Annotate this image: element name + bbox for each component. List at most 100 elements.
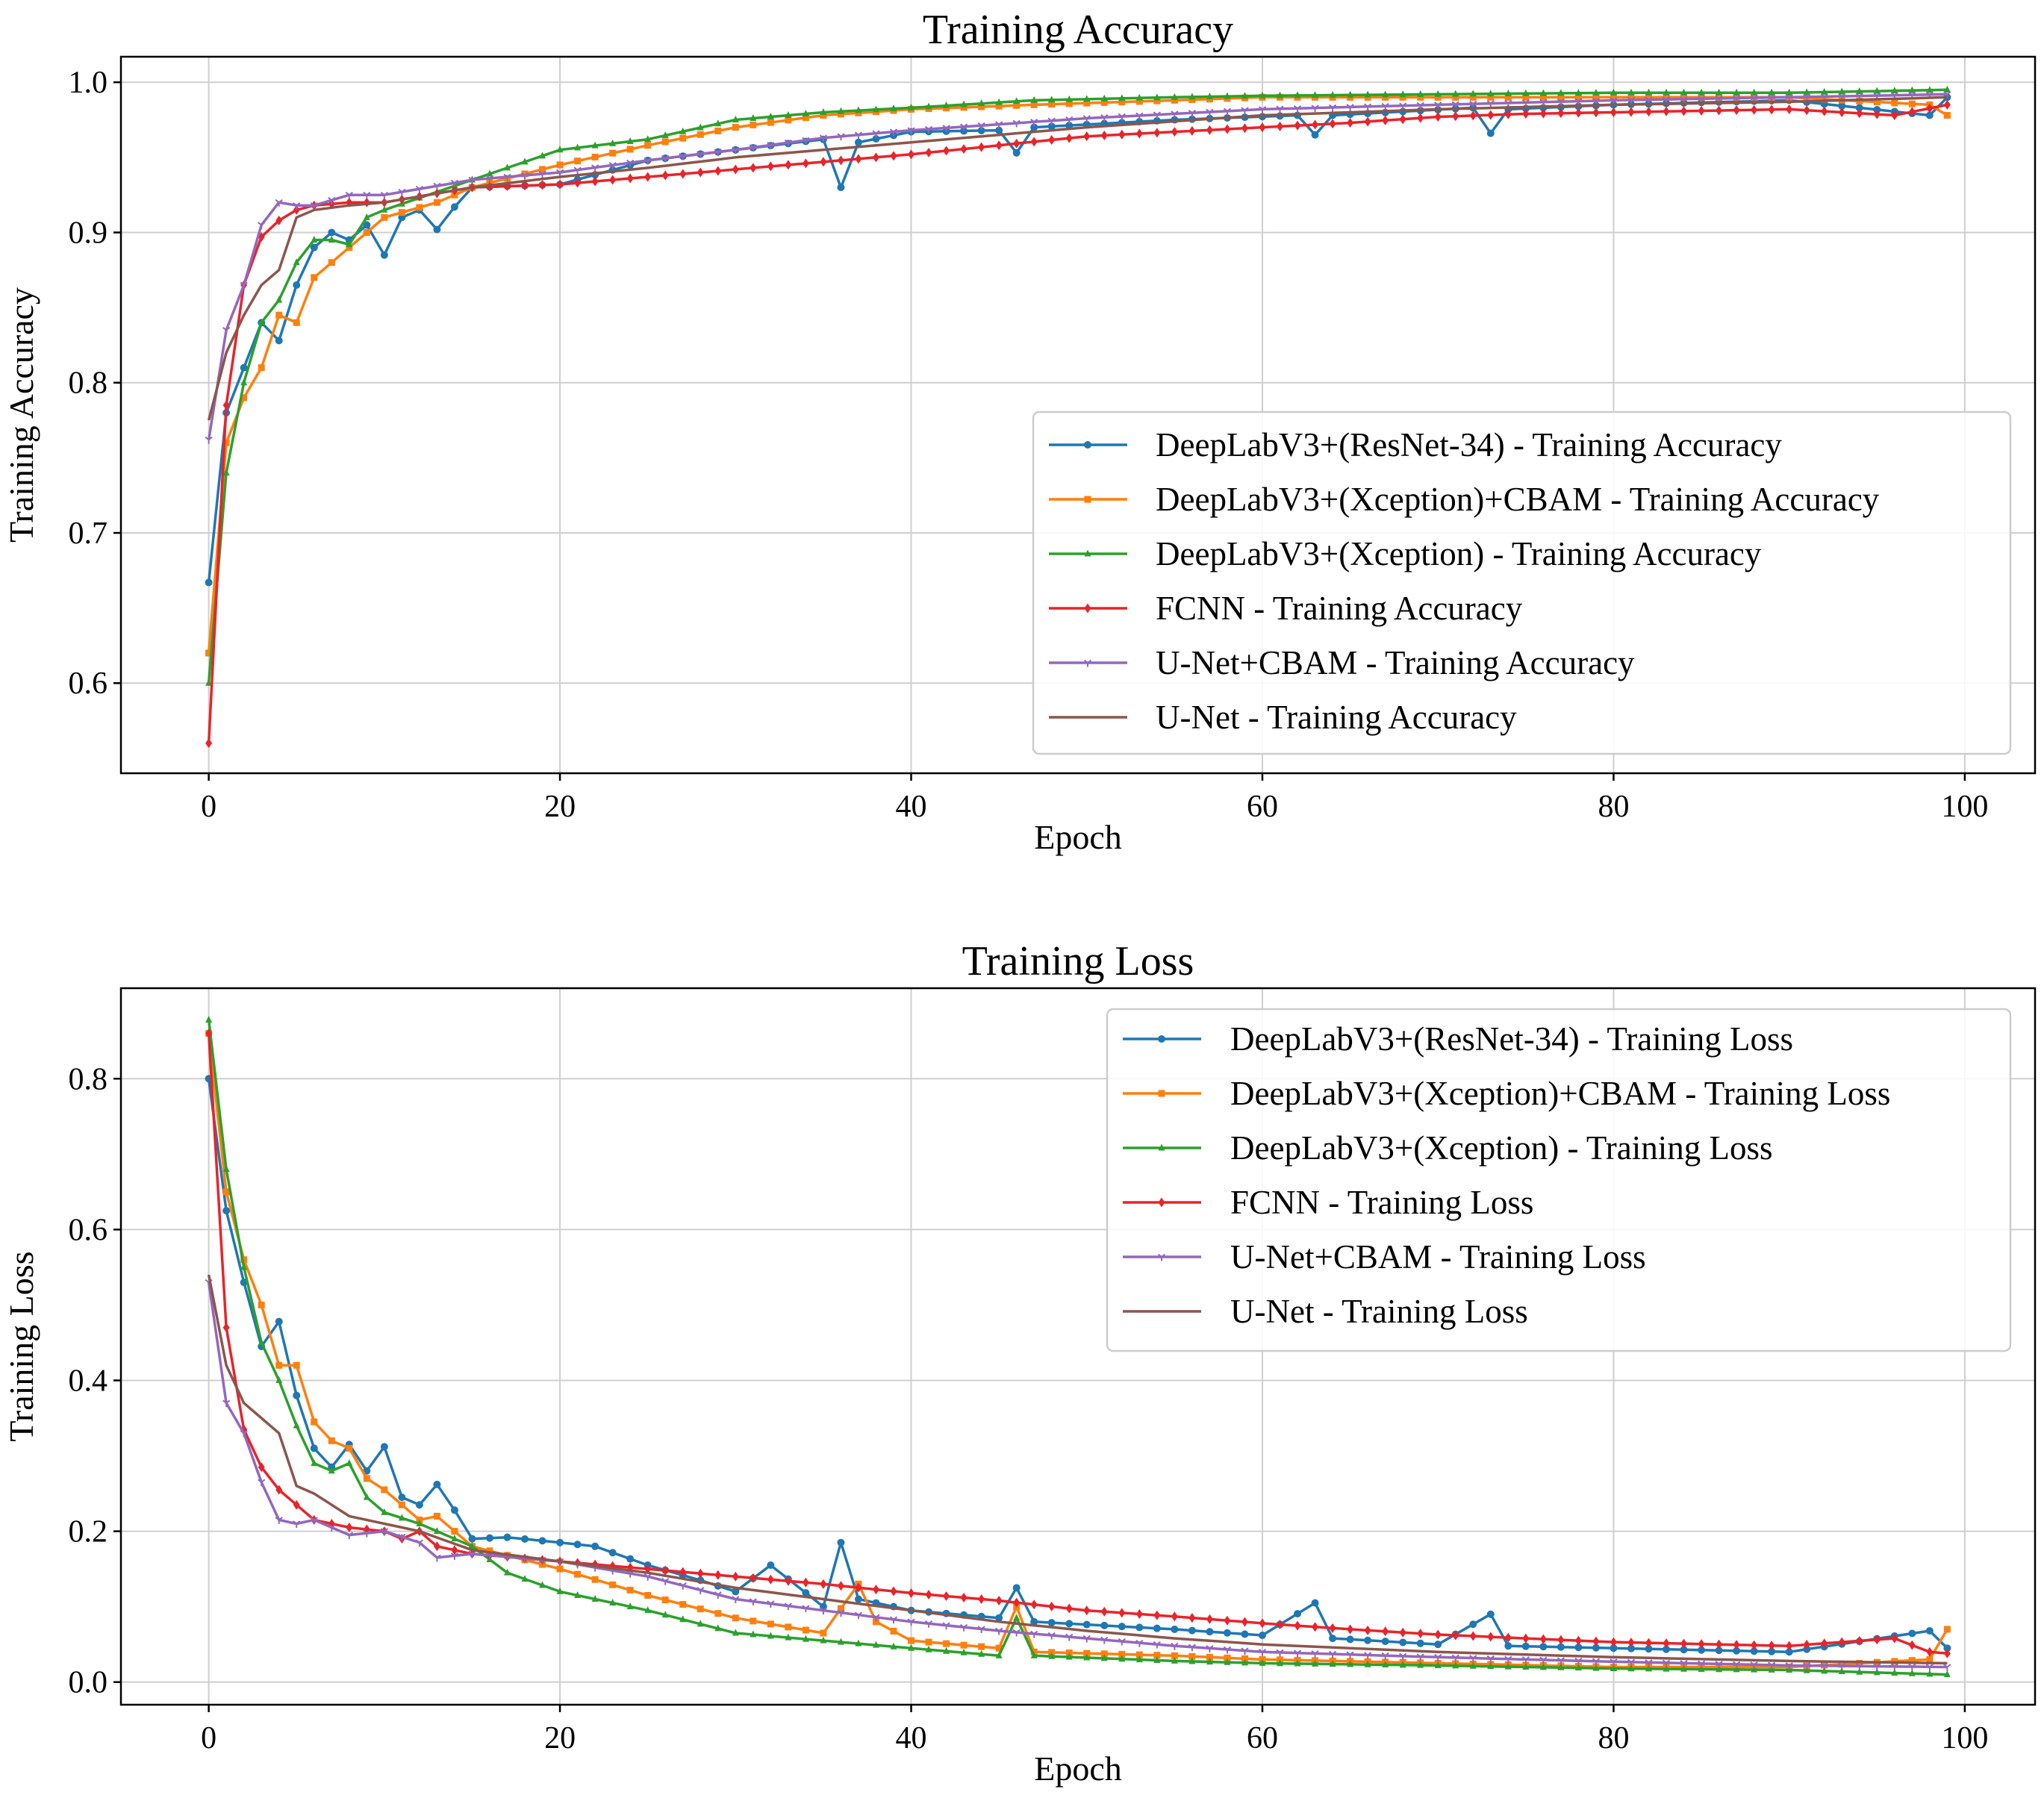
data-point xyxy=(363,213,370,220)
data-point xyxy=(450,1506,458,1514)
data-point xyxy=(1100,114,1109,122)
data-point xyxy=(1135,1655,1143,1663)
legend-marker xyxy=(1084,496,1091,503)
data-point xyxy=(1171,1642,1179,1650)
legend-label: DeepLabV3+(ResNet-34) - Training Accurac… xyxy=(1156,426,1782,463)
data-point xyxy=(1347,1624,1354,1635)
data-point xyxy=(890,151,897,161)
data-point xyxy=(837,107,844,114)
data-point xyxy=(1856,1667,1863,1675)
data-point xyxy=(1539,1656,1548,1664)
data-point xyxy=(1469,1631,1477,1641)
data-point xyxy=(679,134,687,142)
data-point xyxy=(1627,1644,1635,1652)
data-point xyxy=(802,137,810,145)
data-point xyxy=(1697,1660,1706,1668)
data-point xyxy=(1698,1639,1705,1649)
data-point xyxy=(1258,1632,1266,1640)
data-point xyxy=(1188,96,1196,104)
data-point xyxy=(1539,1634,1547,1644)
data-point xyxy=(1258,1648,1267,1656)
data-point xyxy=(889,128,898,137)
data-point xyxy=(1786,1641,1793,1651)
data-point xyxy=(328,1437,335,1444)
data-point xyxy=(1364,103,1372,111)
data-point xyxy=(328,1524,336,1532)
data-point xyxy=(837,1538,845,1546)
data-point xyxy=(1434,93,1442,101)
data-point xyxy=(925,1589,932,1599)
y-tick-label: 0.9 xyxy=(69,216,108,250)
data-point xyxy=(1610,93,1617,101)
data-point xyxy=(1312,91,1319,99)
y-tick-label: 0.8 xyxy=(69,1062,108,1096)
legend-frame xyxy=(1106,1008,2012,1352)
data-point xyxy=(240,1263,248,1270)
series-line xyxy=(207,1282,1948,1669)
series-line xyxy=(207,1274,1948,1665)
data-point xyxy=(1627,1638,1635,1648)
data-point xyxy=(1522,1633,1530,1644)
data-point xyxy=(1416,1653,1424,1661)
data-point xyxy=(1118,1608,1126,1618)
data-point xyxy=(609,1581,617,1588)
data-point xyxy=(1311,1599,1319,1607)
data-point xyxy=(222,1399,231,1408)
data-point xyxy=(626,1555,635,1563)
data-point xyxy=(732,146,740,154)
data-point xyxy=(1521,1642,1530,1650)
series-DeepLabV3+(Xception) xyxy=(205,85,1951,686)
data-point xyxy=(872,130,880,138)
data-point xyxy=(1908,100,1916,107)
data-point xyxy=(1451,1654,1459,1662)
data-point xyxy=(1135,93,1143,101)
data-point xyxy=(1680,1660,1688,1667)
data-point xyxy=(1135,1609,1143,1620)
data-point xyxy=(556,161,564,169)
data-point xyxy=(433,1541,440,1552)
data-point xyxy=(415,185,424,193)
data-point xyxy=(1452,1630,1459,1641)
legend-label: U-Net - Training Loss xyxy=(1230,1293,1528,1330)
data-point xyxy=(573,166,582,175)
data-point xyxy=(1751,88,1758,96)
data-point xyxy=(661,1611,669,1618)
data-point xyxy=(767,119,774,126)
data-point xyxy=(1311,104,1319,113)
data-point xyxy=(398,1501,405,1508)
data-point xyxy=(784,1602,792,1611)
data-point xyxy=(1557,1657,1565,1665)
data-point xyxy=(960,144,968,154)
data-point xyxy=(1574,1664,1582,1671)
data-point xyxy=(732,124,739,131)
data-point xyxy=(328,228,336,237)
data-point xyxy=(1785,1662,1793,1670)
data-point xyxy=(1258,106,1267,113)
data-point xyxy=(1680,93,1688,101)
data-point xyxy=(644,1606,652,1614)
data-point xyxy=(328,196,336,205)
data-point xyxy=(205,649,213,657)
data-point xyxy=(1891,1633,1898,1644)
data-point xyxy=(714,127,722,134)
data-point xyxy=(1223,1646,1232,1654)
data-point xyxy=(1135,1639,1144,1647)
data-point xyxy=(1135,128,1143,139)
data-point xyxy=(381,1486,388,1493)
data-point xyxy=(1118,1623,1126,1631)
data-point xyxy=(1716,1639,1723,1649)
data-point xyxy=(1908,1669,1916,1676)
y-axis-label: Training Loss xyxy=(2,1251,40,1441)
data-point xyxy=(1100,94,1108,102)
data-point xyxy=(1733,1640,1740,1650)
data-point xyxy=(1803,1662,1811,1670)
data-point xyxy=(1083,1605,1091,1616)
loss-chart: 0 20 40 60 80 100 0.0 0.2 0.4 0.6 0.8 Training Loss… xyxy=(2,938,2037,1788)
legend-item: FCNN - Training Loss xyxy=(1123,1184,1533,1221)
data-point xyxy=(416,204,423,211)
data-point xyxy=(205,1015,213,1023)
data-point xyxy=(574,1570,582,1578)
data-point xyxy=(855,154,862,164)
data-point xyxy=(1522,108,1530,119)
series-line xyxy=(207,96,1948,421)
